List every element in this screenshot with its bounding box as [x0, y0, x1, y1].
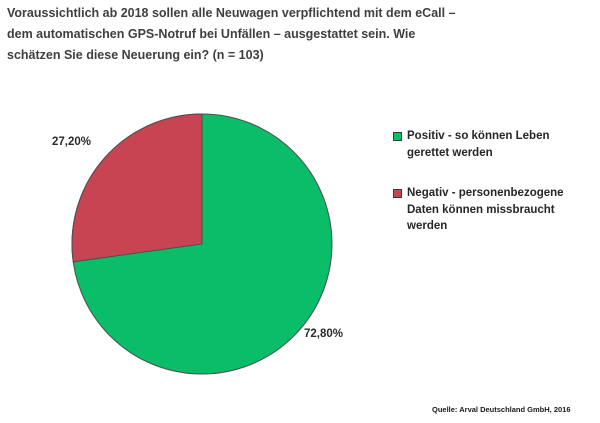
legend-label-line: gerettet werden	[407, 146, 493, 159]
legend-label-line: Daten können missbraucht	[407, 203, 555, 216]
legend-item-negative: Negativ - personenbezogene Daten können …	[393, 185, 588, 235]
legend-swatch-positive-icon	[393, 132, 402, 141]
chart-title-line: dem automatischen GPS-Notruf bei Unfälle…	[7, 27, 416, 41]
pie-chart	[71, 113, 333, 375]
legend-label-positive: Positiv - so können Leben gerettet werde…	[407, 128, 550, 161]
legend-item-positive: Positiv - so können Leben gerettet werde…	[393, 128, 588, 161]
pie-value-label-negative: 27,20%	[52, 136, 92, 148]
chart-title: Voraussichtlich ab 2018 sollen alle Neuw…	[7, 3, 456, 66]
pie-value-label-positive: 72,80%	[304, 328, 344, 340]
pie-slice-negative	[71, 113, 203, 263]
legend-label-line: Positiv - so können Leben	[407, 130, 550, 142]
legend: Positiv - so können Leben gerettet werde…	[393, 128, 588, 235]
legend-swatch-negative-icon	[393, 189, 402, 198]
chart-title-line: Voraussichtlich ab 2018 sollen alle Neuw…	[7, 6, 456, 20]
legend-label-line: Negativ - personenbezogene	[407, 187, 564, 199]
legend-label-negative: Negativ - personenbezogene Daten können …	[407, 185, 564, 235]
legend-label-line: werden	[407, 220, 448, 232]
source-note: Quelle: Arval Deutschland GmbH, 2016	[432, 405, 571, 414]
chart-title-line: schätzen Sie diese Neuerung ein? (n = 10…	[7, 48, 264, 62]
